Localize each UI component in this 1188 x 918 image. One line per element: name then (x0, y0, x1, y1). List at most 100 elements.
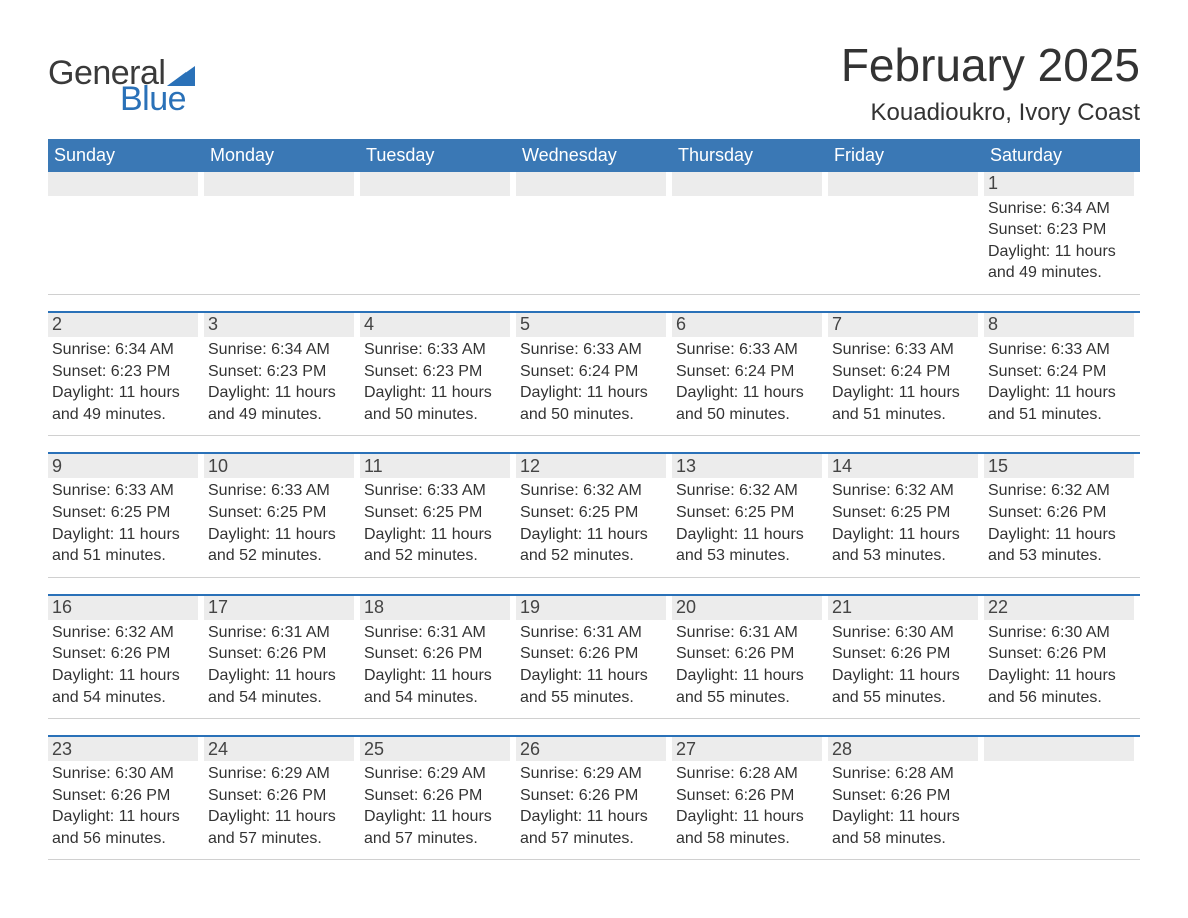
day-cell: 17Sunrise: 6:31 AMSunset: 6:26 PMDayligh… (204, 596, 360, 718)
calendar-week: 16Sunrise: 6:32 AMSunset: 6:26 PMDayligh… (48, 594, 1140, 719)
day-cell: 22Sunrise: 6:30 AMSunset: 6:26 PMDayligh… (984, 596, 1140, 718)
day-number: 21 (828, 597, 852, 618)
daylight-line: Daylight: 11 hours and 51 minutes. (832, 382, 978, 425)
day-details: Sunrise: 6:28 AMSunset: 6:26 PMDaylight:… (828, 761, 978, 849)
day-number-row (516, 172, 666, 196)
day-number-row: 16 (48, 596, 198, 620)
sunset-line: Sunset: 6:26 PM (832, 643, 978, 665)
day-cell: 7Sunrise: 6:33 AMSunset: 6:24 PMDaylight… (828, 313, 984, 435)
empty-cell (516, 172, 672, 294)
day-number-row: 8 (984, 313, 1134, 337)
day-number-row: 12 (516, 454, 666, 478)
sunset-line: Sunset: 6:26 PM (676, 643, 822, 665)
day-number-row: 21 (828, 596, 978, 620)
weekday-monday: Monday (204, 139, 360, 172)
day-number-row (672, 172, 822, 196)
day-details: Sunrise: 6:31 AMSunset: 6:26 PMDaylight:… (516, 620, 666, 708)
weekday-header: Sunday Monday Tuesday Wednesday Thursday… (48, 139, 1140, 172)
day-details: Sunrise: 6:33 AMSunset: 6:24 PMDaylight:… (516, 337, 666, 425)
day-number-row: 24 (204, 737, 354, 761)
day-number: 20 (672, 597, 696, 618)
sunset-line: Sunset: 6:26 PM (988, 502, 1134, 524)
weekday-sunday: Sunday (48, 139, 204, 172)
day-number-row: 23 (48, 737, 198, 761)
sunset-line: Sunset: 6:23 PM (988, 219, 1134, 241)
day-number: 6 (672, 314, 686, 335)
day-number: 2 (48, 314, 62, 335)
day-cell: 3Sunrise: 6:34 AMSunset: 6:23 PMDaylight… (204, 313, 360, 435)
sunrise-line: Sunrise: 6:33 AM (364, 339, 510, 361)
daylight-line: Daylight: 11 hours and 52 minutes. (364, 524, 510, 567)
day-number-row: 20 (672, 596, 822, 620)
daylight-line: Daylight: 11 hours and 57 minutes. (208, 806, 354, 849)
day-details: Sunrise: 6:30 AMSunset: 6:26 PMDaylight:… (984, 620, 1134, 708)
day-number-row: 17 (204, 596, 354, 620)
calendar-week: 9Sunrise: 6:33 AMSunset: 6:25 PMDaylight… (48, 452, 1140, 577)
month-title: February 2025 (841, 40, 1140, 91)
day-details: Sunrise: 6:29 AMSunset: 6:26 PMDaylight:… (516, 761, 666, 849)
day-number: 27 (672, 739, 696, 760)
logo: General Blue (48, 40, 195, 116)
weekday-thursday: Thursday (672, 139, 828, 172)
day-cell: 14Sunrise: 6:32 AMSunset: 6:25 PMDayligh… (828, 454, 984, 576)
day-cell: 5Sunrise: 6:33 AMSunset: 6:24 PMDaylight… (516, 313, 672, 435)
sunset-line: Sunset: 6:26 PM (208, 643, 354, 665)
day-cell: 10Sunrise: 6:33 AMSunset: 6:25 PMDayligh… (204, 454, 360, 576)
empty-cell (672, 172, 828, 294)
day-cell: 11Sunrise: 6:33 AMSunset: 6:25 PMDayligh… (360, 454, 516, 576)
day-number: 3 (204, 314, 218, 335)
sunrise-line: Sunrise: 6:34 AM (208, 339, 354, 361)
day-details: Sunrise: 6:30 AMSunset: 6:26 PMDaylight:… (828, 620, 978, 708)
day-number: 7 (828, 314, 842, 335)
day-number: 23 (48, 739, 72, 760)
sunrise-line: Sunrise: 6:29 AM (364, 763, 510, 785)
day-number-row: 28 (828, 737, 978, 761)
day-number: 15 (984, 456, 1008, 477)
day-cell: 19Sunrise: 6:31 AMSunset: 6:26 PMDayligh… (516, 596, 672, 718)
day-details: Sunrise: 6:33 AMSunset: 6:25 PMDaylight:… (48, 478, 198, 566)
sunset-line: Sunset: 6:24 PM (988, 361, 1134, 383)
sunrise-line: Sunrise: 6:33 AM (676, 339, 822, 361)
sunrise-line: Sunrise: 6:28 AM (676, 763, 822, 785)
header-row: General Blue February 2025 Kouadioukro, … (48, 40, 1140, 127)
sunrise-line: Sunrise: 6:28 AM (832, 763, 978, 785)
day-number-row: 11 (360, 454, 510, 478)
sunrise-line: Sunrise: 6:34 AM (52, 339, 198, 361)
sunset-line: Sunset: 6:26 PM (52, 785, 198, 807)
empty-cell (360, 172, 516, 294)
sunset-line: Sunset: 6:23 PM (52, 361, 198, 383)
sunrise-line: Sunrise: 6:31 AM (676, 622, 822, 644)
day-number-row: 3 (204, 313, 354, 337)
sunset-line: Sunset: 6:26 PM (52, 643, 198, 665)
day-number-row: 22 (984, 596, 1134, 620)
day-number: 14 (828, 456, 852, 477)
day-number-row: 4 (360, 313, 510, 337)
day-details: Sunrise: 6:29 AMSunset: 6:26 PMDaylight:… (204, 761, 354, 849)
day-number-row (360, 172, 510, 196)
sunrise-line: Sunrise: 6:32 AM (832, 480, 978, 502)
day-number: 9 (48, 456, 62, 477)
sunrise-line: Sunrise: 6:33 AM (988, 339, 1134, 361)
day-cell: 12Sunrise: 6:32 AMSunset: 6:25 PMDayligh… (516, 454, 672, 576)
daylight-line: Daylight: 11 hours and 49 minutes. (52, 382, 198, 425)
day-cell: 26Sunrise: 6:29 AMSunset: 6:26 PMDayligh… (516, 737, 672, 859)
day-number: 4 (360, 314, 374, 335)
daylight-line: Daylight: 11 hours and 58 minutes. (676, 806, 822, 849)
day-details: Sunrise: 6:33 AMSunset: 6:25 PMDaylight:… (204, 478, 354, 566)
calendar-week: 1Sunrise: 6:34 AMSunset: 6:23 PMDaylight… (48, 172, 1140, 295)
day-number: 16 (48, 597, 72, 618)
sunset-line: Sunset: 6:25 PM (364, 502, 510, 524)
sunset-line: Sunset: 6:26 PM (676, 785, 822, 807)
day-details: Sunrise: 6:33 AMSunset: 6:24 PMDaylight:… (672, 337, 822, 425)
daylight-line: Daylight: 11 hours and 57 minutes. (520, 806, 666, 849)
day-number-row: 15 (984, 454, 1134, 478)
day-number: 11 (360, 456, 383, 477)
day-number-row: 9 (48, 454, 198, 478)
day-details: Sunrise: 6:33 AMSunset: 6:23 PMDaylight:… (360, 337, 510, 425)
empty-cell (204, 172, 360, 294)
day-details: Sunrise: 6:31 AMSunset: 6:26 PMDaylight:… (360, 620, 510, 708)
daylight-line: Daylight: 11 hours and 50 minutes. (520, 382, 666, 425)
day-cell: 24Sunrise: 6:29 AMSunset: 6:26 PMDayligh… (204, 737, 360, 859)
sunset-line: Sunset: 6:24 PM (676, 361, 822, 383)
logo-text-blue: Blue (120, 82, 195, 116)
